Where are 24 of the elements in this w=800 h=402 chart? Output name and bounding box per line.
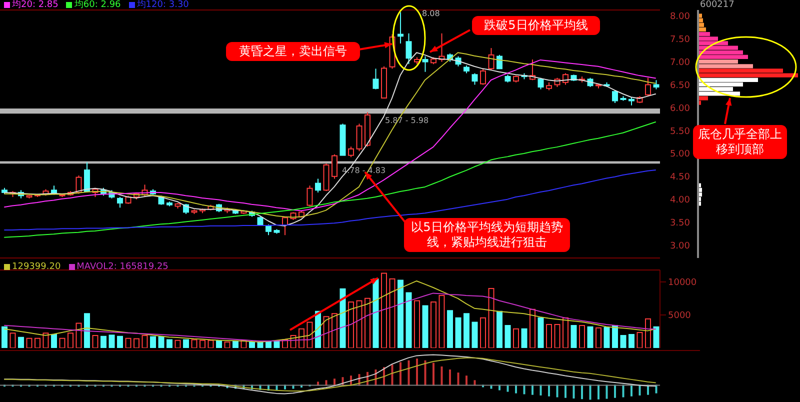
- y-tick-label: 6.00: [670, 104, 690, 114]
- annotation: 底仓几乎全部上移到顶部: [693, 125, 787, 159]
- y-tick-label: 3.00: [670, 241, 690, 252]
- y-tick-label: 5.00: [670, 150, 690, 160]
- y-tick-label: 10000: [668, 278, 697, 288]
- y-tick-label: 5.50: [670, 126, 690, 137]
- annotation: 以5日价格平均线为短期趋势线，紧贴均线进行狙击: [404, 218, 570, 252]
- y-tick-label: 4.50: [670, 172, 690, 183]
- y-tick-label: 6.50: [670, 80, 690, 91]
- y-tick-label: 4.00: [670, 196, 690, 206]
- legend-label: 129399.20: [11, 262, 61, 272]
- legend-label: 均120: 3.30: [136, 0, 189, 10]
- legend-label: MAVOL2: 165819.25: [76, 262, 168, 272]
- y-tick-label: 8.00: [670, 12, 690, 22]
- chart-title: 600217: [700, 0, 734, 10]
- annotation: 8.08: [422, 9, 440, 18]
- y-tick-label: 5000: [668, 311, 692, 322]
- annotation: 跌破5日价格平均线: [472, 16, 600, 35]
- legend-label: 均60: 2.96: [73, 0, 121, 10]
- y-tick-label: 3.50: [670, 218, 690, 228]
- legend-label: 均20: 2.85: [11, 0, 58, 10]
- y-tick-label: 7.50: [670, 35, 690, 46]
- annotation: 黄昏之星，卖出信号: [226, 42, 360, 61]
- y-tick-label: 7.00: [670, 58, 690, 68]
